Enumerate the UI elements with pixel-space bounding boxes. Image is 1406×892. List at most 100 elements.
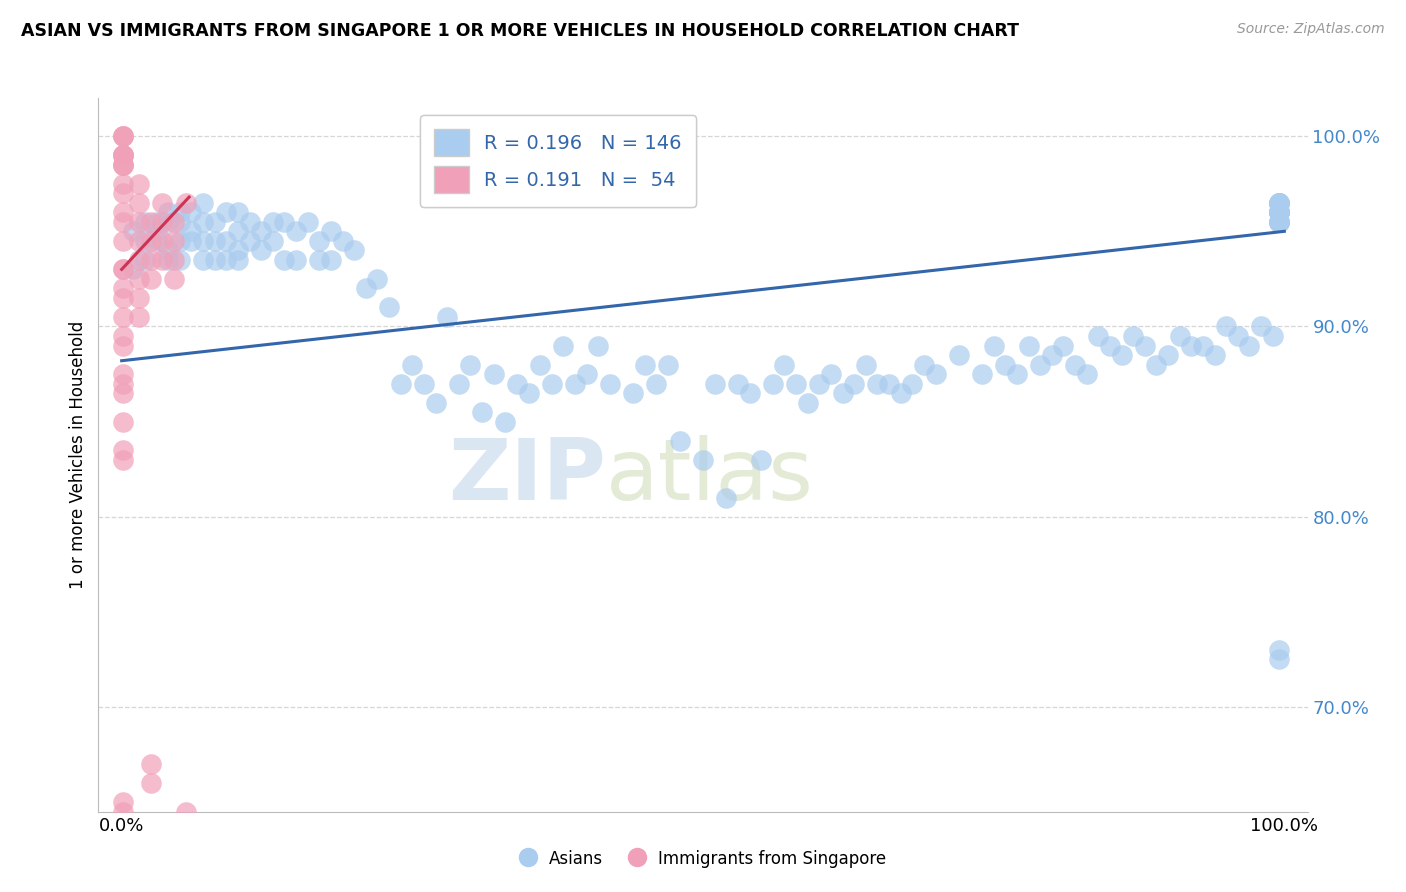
Point xyxy=(1267,205,1289,219)
Text: ASIAN VS IMMIGRANTS FROM SINGAPORE 1 OR MORE VEHICLES IN HOUSEHOLD CORRELATION C: ASIAN VS IMMIGRANTS FROM SINGAPORE 1 OR … xyxy=(21,22,1019,40)
Point xyxy=(564,376,586,391)
Point xyxy=(169,215,191,229)
Point xyxy=(796,395,818,409)
Point xyxy=(145,224,167,238)
Legend: R = 0.196   N = 146, R = 0.191   N =  54: R = 0.196 N = 146, R = 0.191 N = 54 xyxy=(420,115,696,207)
Point xyxy=(191,215,214,229)
Point xyxy=(1144,358,1167,372)
Point xyxy=(111,376,134,391)
Point xyxy=(1029,358,1052,372)
Point xyxy=(134,215,156,229)
Point xyxy=(111,158,134,172)
Point xyxy=(1052,338,1074,352)
Point xyxy=(692,452,714,467)
Point xyxy=(139,234,162,248)
Point xyxy=(482,367,505,381)
Point xyxy=(215,252,238,267)
Point xyxy=(226,244,249,258)
Point xyxy=(111,158,134,172)
Point xyxy=(494,415,516,429)
Point xyxy=(1087,329,1109,343)
Point xyxy=(111,329,134,343)
Point xyxy=(1122,329,1144,343)
Point xyxy=(150,234,173,248)
Point xyxy=(111,129,134,144)
Point xyxy=(912,358,935,372)
Point xyxy=(506,376,529,391)
Point xyxy=(180,205,202,219)
Point xyxy=(471,405,494,419)
Point xyxy=(634,358,657,372)
Point xyxy=(1267,652,1289,666)
Point xyxy=(529,358,551,372)
Point xyxy=(785,376,807,391)
Y-axis label: 1 or more Vehicles in Household: 1 or more Vehicles in Household xyxy=(69,321,87,589)
Point xyxy=(111,452,134,467)
Point xyxy=(163,272,186,286)
Point xyxy=(134,252,156,267)
Point xyxy=(111,215,134,229)
Point xyxy=(150,215,173,229)
Point xyxy=(1250,319,1272,334)
Point xyxy=(354,281,377,295)
Point xyxy=(436,310,458,324)
Point xyxy=(1204,348,1226,362)
Point xyxy=(174,195,197,210)
Point xyxy=(599,376,621,391)
Point xyxy=(855,358,877,372)
Point xyxy=(1157,348,1180,362)
Legend: Asians, Immigrants from Singapore: Asians, Immigrants from Singapore xyxy=(513,844,893,875)
Point xyxy=(866,376,889,391)
Point xyxy=(749,452,772,467)
Point xyxy=(1018,338,1040,352)
Point xyxy=(145,215,167,229)
Point xyxy=(111,148,134,162)
Point xyxy=(273,215,295,229)
Point xyxy=(157,244,180,258)
Point xyxy=(983,338,1005,352)
Point xyxy=(1168,329,1191,343)
Text: atlas: atlas xyxy=(606,434,814,518)
Point xyxy=(191,195,214,210)
Point xyxy=(540,376,562,391)
Point xyxy=(970,367,993,381)
Point xyxy=(1267,643,1289,657)
Point xyxy=(174,805,197,819)
Point xyxy=(169,205,191,219)
Point xyxy=(738,386,761,401)
Point xyxy=(762,376,785,391)
Point xyxy=(239,234,262,248)
Point xyxy=(111,291,134,305)
Point xyxy=(1005,367,1028,381)
Point xyxy=(716,491,738,505)
Point xyxy=(727,376,749,391)
Point xyxy=(111,367,134,381)
Point xyxy=(1267,205,1289,219)
Point xyxy=(285,252,308,267)
Point xyxy=(1040,348,1063,362)
Point xyxy=(308,234,330,248)
Point xyxy=(773,358,796,372)
Point xyxy=(226,224,249,238)
Point xyxy=(1267,195,1289,210)
Point xyxy=(1267,195,1289,210)
Point xyxy=(111,338,134,352)
Point xyxy=(139,215,162,229)
Point xyxy=(332,234,354,248)
Point xyxy=(877,376,900,391)
Point xyxy=(111,234,134,248)
Point xyxy=(1180,338,1202,352)
Point xyxy=(111,310,134,324)
Point xyxy=(250,224,273,238)
Point xyxy=(319,224,342,238)
Point xyxy=(285,224,308,238)
Point xyxy=(413,376,436,391)
Point xyxy=(808,376,831,391)
Point xyxy=(111,805,134,819)
Point xyxy=(128,215,150,229)
Point xyxy=(128,291,150,305)
Point xyxy=(111,386,134,401)
Point xyxy=(842,376,865,391)
Point xyxy=(204,252,226,267)
Point xyxy=(1215,319,1237,334)
